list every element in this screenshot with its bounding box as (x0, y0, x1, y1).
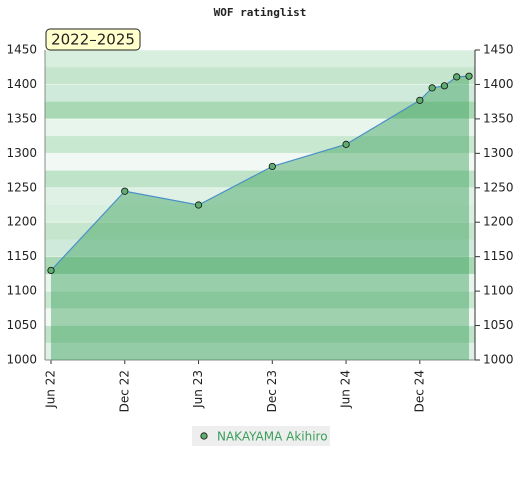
y2-tick-label: 1150 (483, 249, 514, 263)
x-tick-label: Jun 22 (44, 370, 58, 409)
y-tick-label: 1050 (6, 318, 37, 332)
background-band (45, 308, 475, 327)
y2-tick-label: 1200 (483, 215, 514, 229)
background-band (45, 325, 475, 344)
background-band (45, 187, 475, 206)
x-tick-label: Jun 24 (339, 370, 353, 409)
y2-tick-label: 1100 (483, 284, 514, 298)
point (440, 82, 449, 90)
x-tick-label: Jun 23 (191, 370, 205, 409)
y2-tick-label: 1250 (483, 180, 514, 194)
x-tick-label: Dec 22 (117, 370, 131, 412)
y2-tick-label: 1450 (483, 43, 514, 57)
background-band (45, 67, 475, 85)
background-band (45, 342, 475, 361)
background-band (45, 222, 475, 240)
y2-tick-label: 1000 (483, 353, 514, 367)
line (50, 75, 470, 271)
y-tick-label: 1450 (6, 43, 37, 57)
y-tick-label: 1200 (6, 215, 37, 229)
legend-marker (200, 432, 208, 440)
area (51, 76, 469, 360)
point (268, 162, 276, 171)
y2-tick-label: 1350 (483, 111, 514, 125)
point (453, 73, 461, 81)
background-band (45, 170, 475, 189)
background-band (45, 205, 475, 223)
y-tick-label: 1150 (6, 249, 37, 263)
x-tick-label: Dec 24 (412, 370, 426, 412)
y2-tick-label: 1300 (483, 146, 514, 160)
point (465, 72, 473, 80)
y-tick-label: 1000 (6, 353, 37, 367)
point (416, 96, 424, 104)
point (47, 266, 55, 275)
legend-label: NAKAYAMA Akihiro (217, 430, 328, 444)
y2-tick-label: 1050 (483, 318, 514, 332)
background-band (45, 84, 475, 103)
background-band (45, 50, 475, 68)
y-tick-label: 1250 (6, 180, 37, 194)
background-band (45, 291, 475, 309)
background-band (45, 239, 475, 258)
point (428, 84, 436, 92)
y-tick-label: 1350 (6, 111, 37, 125)
background-band (45, 136, 475, 154)
annotation-box (45, 28, 141, 51)
point (121, 187, 129, 195)
x-tick-label: Dec 23 (265, 370, 279, 412)
background-band (45, 101, 475, 120)
point (194, 201, 203, 209)
background-band (45, 273, 475, 292)
background-band (45, 256, 475, 275)
y2-tick-label: 1400 (483, 77, 514, 91)
y-tick-label: 1300 (6, 146, 37, 160)
chart-title: WOF ratinglist (214, 6, 307, 19)
point (342, 140, 350, 148)
legend-box (192, 426, 330, 446)
y-tick-label: 1100 (6, 284, 37, 298)
y-tick-label: 1400 (6, 77, 37, 91)
annotation: 2022–2025 (51, 31, 135, 49)
background-band (45, 153, 475, 172)
